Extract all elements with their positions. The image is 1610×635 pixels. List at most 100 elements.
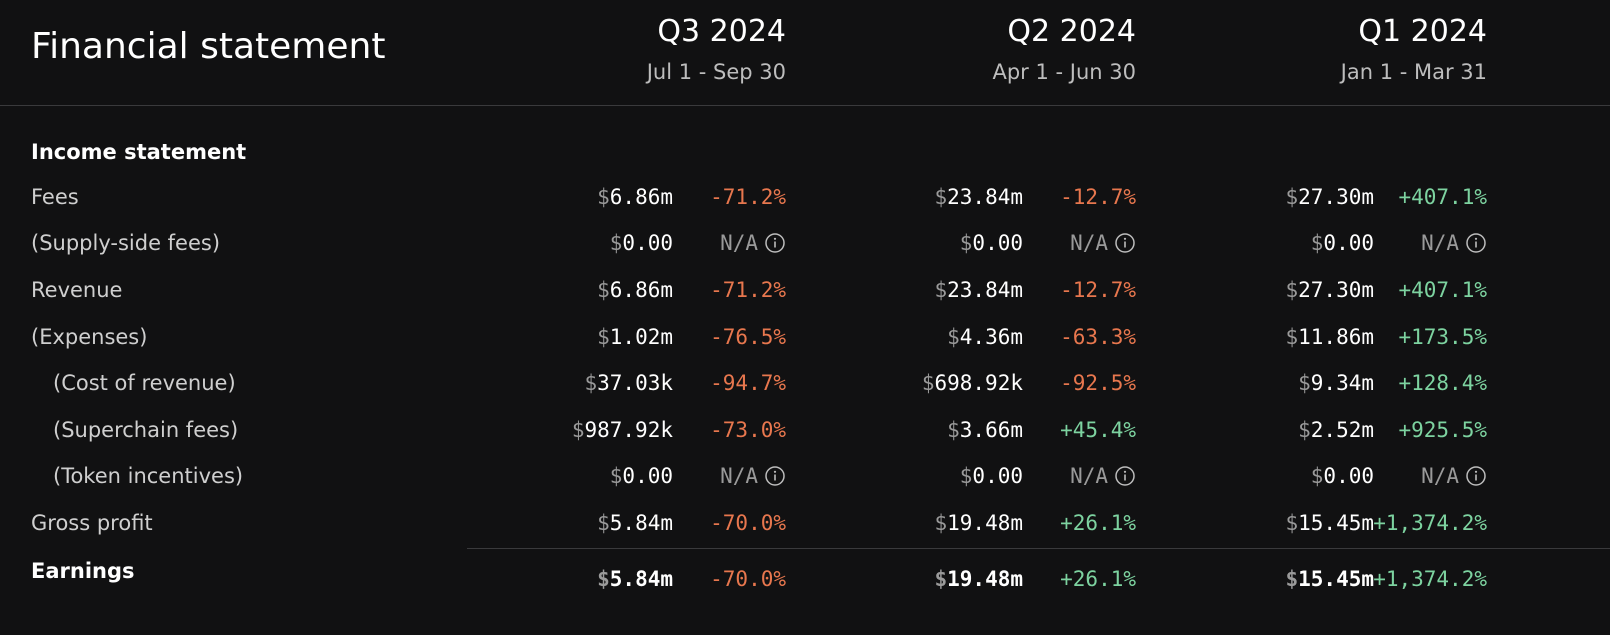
amount: 0.00 bbox=[1323, 231, 1374, 255]
info-glyph bbox=[1466, 466, 1486, 486]
amount: 0.00 bbox=[972, 464, 1023, 488]
row-label: (Token incentives) bbox=[53, 464, 244, 488]
change-cell: -73.0% bbox=[710, 418, 786, 442]
header-rule bbox=[0, 105, 1610, 106]
amount: 1.02m bbox=[609, 325, 673, 349]
change-cell: +128.4% bbox=[1398, 371, 1487, 395]
amount: 23.84m bbox=[947, 278, 1023, 302]
amount: 27.30m bbox=[1298, 185, 1374, 209]
currency: $ bbox=[1310, 464, 1324, 488]
change-cell: N/A bbox=[1070, 231, 1108, 255]
currency: $ bbox=[1298, 371, 1311, 395]
amount-cell: $19.48m bbox=[934, 511, 1023, 535]
amount-cell: $11.86m bbox=[1285, 325, 1374, 349]
row-label: (Superchain fees) bbox=[53, 418, 239, 442]
row-label: (Cost of revenue) bbox=[53, 371, 236, 395]
currency: $ bbox=[934, 511, 948, 535]
change-cell: N/A bbox=[1421, 464, 1459, 488]
amount-cell: $4.36m bbox=[947, 325, 1023, 349]
currency: $ bbox=[921, 371, 935, 395]
row-label: (Supply-side fees) bbox=[31, 231, 221, 255]
info-glyph bbox=[1466, 233, 1486, 253]
total-rule bbox=[467, 548, 1610, 549]
amount-cell: $2.52m bbox=[1298, 418, 1374, 442]
amount-cell: $5.84m bbox=[597, 567, 673, 591]
currency: $ bbox=[1285, 567, 1299, 591]
change-cell: N/A bbox=[1421, 231, 1459, 255]
amount: 698.92k bbox=[934, 371, 1023, 395]
amount: 987.92k bbox=[584, 418, 673, 442]
info-glyph bbox=[765, 466, 785, 486]
amount: 5.84m bbox=[609, 567, 673, 591]
change-cell: -71.2% bbox=[710, 278, 786, 302]
change-cell: -94.7% bbox=[710, 371, 786, 395]
change-cell: N/A bbox=[720, 231, 758, 255]
amount: 0.00 bbox=[972, 231, 1023, 255]
amount-cell: $0.00 bbox=[1311, 464, 1374, 488]
amount-cell: $23.84m bbox=[934, 185, 1023, 209]
amount-cell: $27.30m bbox=[1285, 185, 1374, 209]
amount-cell: $0.00 bbox=[610, 231, 673, 255]
currency: $ bbox=[584, 371, 598, 395]
amount-cell: $9.34m bbox=[1298, 371, 1374, 395]
currency: $ bbox=[1310, 231, 1324, 255]
section-label: Income statement bbox=[31, 140, 247, 164]
change-cell: -76.5% bbox=[710, 325, 786, 349]
currency: $ bbox=[1285, 278, 1299, 302]
amount: 9.34m bbox=[1310, 371, 1374, 395]
currency: $ bbox=[597, 325, 610, 349]
amount: 5.84m bbox=[609, 511, 673, 535]
amount-cell: $1.02m bbox=[597, 325, 673, 349]
column-quarter: Q2 2024 bbox=[1007, 14, 1136, 49]
amount: 2.52m bbox=[1310, 418, 1374, 442]
change-cell: +1,374.2% bbox=[1373, 511, 1487, 535]
info-glyph bbox=[1115, 233, 1135, 253]
info-glyph bbox=[1115, 466, 1135, 486]
change-cell: -71.2% bbox=[710, 185, 786, 209]
amount: 4.36m bbox=[959, 325, 1023, 349]
change-cell: +26.1% bbox=[1060, 567, 1136, 591]
title: Financial statement bbox=[31, 26, 386, 67]
change-cell: -92.5% bbox=[1060, 371, 1136, 395]
amount-cell: $6.86m bbox=[597, 185, 673, 209]
info-glyph bbox=[765, 233, 785, 253]
currency: $ bbox=[609, 231, 623, 255]
amount-cell: $0.00 bbox=[610, 464, 673, 488]
currency: $ bbox=[1285, 185, 1299, 209]
amount: 6.86m bbox=[609, 278, 673, 302]
amount: 27.30m bbox=[1298, 278, 1374, 302]
currency: $ bbox=[947, 325, 960, 349]
amount-cell: $19.48m bbox=[934, 567, 1023, 591]
change-cell: +173.5% bbox=[1398, 325, 1487, 349]
amount-cell: $15.45m bbox=[1285, 511, 1374, 535]
currency: $ bbox=[597, 185, 610, 209]
amount: 19.48m bbox=[947, 511, 1023, 535]
change-cell: -12.7% bbox=[1060, 185, 1136, 209]
change-cell: +925.5% bbox=[1398, 418, 1487, 442]
currency: $ bbox=[959, 231, 973, 255]
currency: $ bbox=[609, 464, 623, 488]
amount: 0.00 bbox=[622, 464, 673, 488]
change-cell: +45.4% bbox=[1060, 418, 1136, 442]
column-range: Apr 1 - Jun 30 bbox=[992, 60, 1136, 84]
amount-cell: $15.45m bbox=[1285, 567, 1374, 591]
currency: $ bbox=[934, 185, 948, 209]
amount-cell: $698.92k bbox=[922, 371, 1023, 395]
amount: 6.86m bbox=[609, 185, 673, 209]
change-cell: -12.7% bbox=[1060, 278, 1136, 302]
amount-cell: $0.00 bbox=[960, 464, 1023, 488]
row-label: (Expenses) bbox=[31, 325, 148, 349]
currency: $ bbox=[1298, 418, 1311, 442]
amount-cell: $23.84m bbox=[934, 278, 1023, 302]
amount-cell: $5.84m bbox=[597, 511, 673, 535]
amount: 0.00 bbox=[1323, 464, 1374, 488]
currency: $ bbox=[597, 511, 610, 535]
change-cell: -70.0% bbox=[710, 567, 786, 591]
currency: $ bbox=[959, 464, 973, 488]
currency: $ bbox=[934, 278, 948, 302]
currency: $ bbox=[934, 567, 948, 591]
row-label: Earnings bbox=[31, 559, 135, 583]
column-quarter: Q1 2024 bbox=[1358, 14, 1487, 49]
info-icon bbox=[1465, 465, 1487, 487]
